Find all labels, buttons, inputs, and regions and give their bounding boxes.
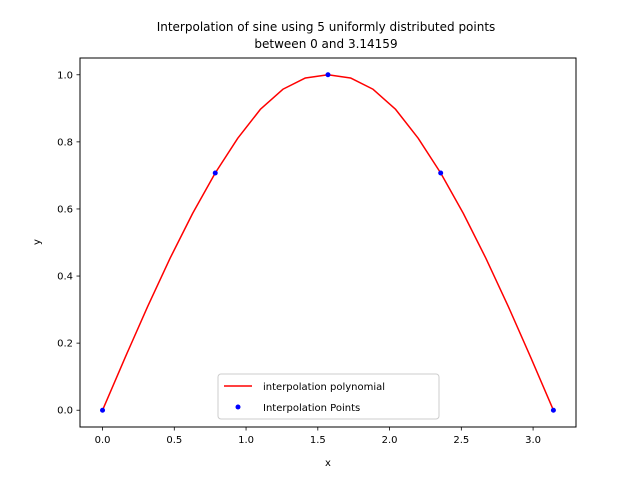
x-axis-label: x xyxy=(325,458,331,469)
interpolation-point xyxy=(325,72,331,78)
legend-label-interpolation-points: Interpolation Points xyxy=(263,403,360,414)
x-tick-label: 0.0 xyxy=(95,435,111,446)
y-tick-label: 0.2 xyxy=(57,339,73,350)
x-tick-label: 1.5 xyxy=(310,435,326,446)
legend: interpolation polynomial Interpolation P… xyxy=(217,373,440,420)
x-tick-label: 0.5 xyxy=(166,435,182,446)
legend-box xyxy=(217,373,440,420)
chart-title-line-2: between 0 and 3.14159 xyxy=(254,37,397,51)
x-tick-label: 3.0 xyxy=(525,435,541,446)
legend-label-interpolation-polynomial: interpolation polynomial xyxy=(263,382,385,393)
interpolation-point xyxy=(100,407,106,413)
interpolation-point xyxy=(550,407,556,413)
chart-title-line-1: Interpolation of sine using 5 uniformly … xyxy=(157,20,496,34)
y-axis-ticks: 0.0 0.2 0.4 0.6 0.8 1.0 xyxy=(57,70,80,417)
y-tick-label: 0.0 xyxy=(57,406,73,417)
y-tick-label: 0.8 xyxy=(57,137,73,148)
plot-area xyxy=(79,57,577,428)
interpolation-point xyxy=(438,170,444,176)
y-tick-label: 1.0 xyxy=(57,70,73,81)
axes-background xyxy=(80,58,576,427)
axes-frame xyxy=(79,57,577,428)
x-tick-label: 2.5 xyxy=(453,435,469,446)
interpolation-point xyxy=(212,170,218,176)
x-tick-label: 1.0 xyxy=(238,435,254,446)
x-axis-ticks: 0.0 0.5 1.0 1.5 2.0 2.5 3.0 xyxy=(95,427,541,446)
y-tick-label: 0.4 xyxy=(57,272,73,283)
legend-swatch-interpolation-points xyxy=(235,404,241,410)
y-tick-label: 0.6 xyxy=(57,204,73,215)
y-axis-label: y xyxy=(32,239,43,245)
series-points xyxy=(100,72,556,413)
x-tick-label: 2.0 xyxy=(382,435,398,446)
